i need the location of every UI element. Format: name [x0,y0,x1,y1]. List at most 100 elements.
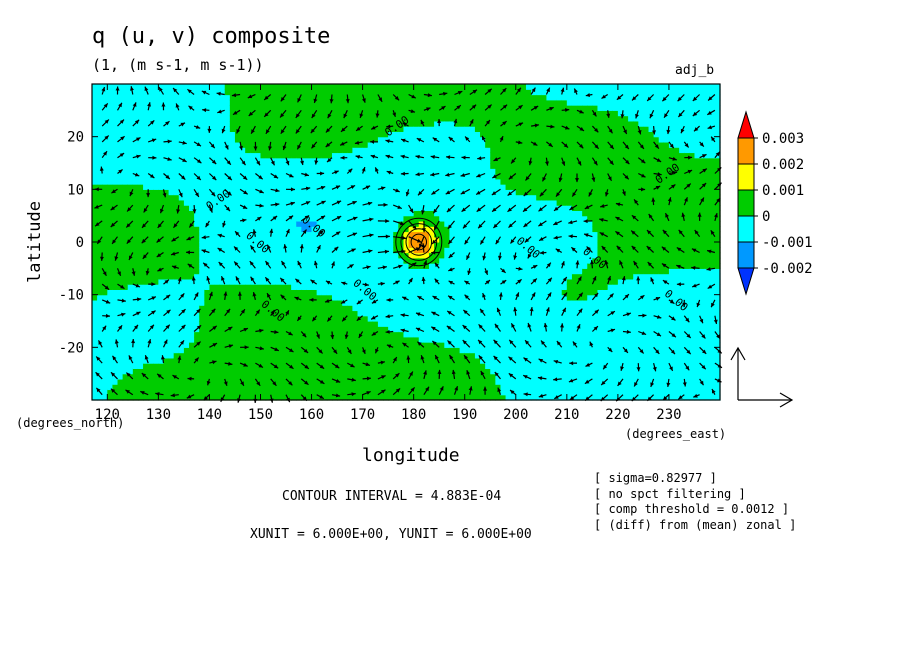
field-cell [326,194,333,201]
field-cell [464,173,471,180]
field-cell [291,131,297,138]
field-cell [163,84,170,90]
field-cell [117,289,124,296]
field-cell [408,305,415,312]
field-cell [444,268,450,275]
field-cell [403,173,410,180]
field-cell [301,189,308,196]
field-cell [383,89,389,96]
field-cell [250,315,256,322]
field-cell [428,273,435,280]
field-cell [137,278,144,285]
field-cell [316,273,323,280]
field-cell [163,152,170,159]
field-cell [97,120,103,127]
field-cell [316,299,323,306]
field-cell [168,326,175,333]
field-cell [204,131,211,138]
field-cell [357,384,364,391]
field-cell [204,357,211,364]
field-cell [444,394,450,401]
field-cell [306,247,313,254]
field-cell [204,305,211,312]
field-cell [245,331,251,338]
field-cell [163,178,170,185]
field-cell [510,89,517,96]
field-cell [255,310,262,317]
field-cell [326,363,333,369]
field-cell [306,199,313,206]
field-cell [163,263,170,269]
field-cell [117,278,124,285]
field-cell [326,136,333,143]
field-cell [97,136,103,143]
field-cell [92,157,98,164]
field-cell [260,226,267,233]
field-cell [168,215,175,222]
field-cell [495,263,502,269]
field-cell [306,141,313,148]
field-cell [464,84,471,90]
field-cell [173,236,180,243]
field-cell [413,268,420,275]
field-cell [500,368,507,375]
field-cell [331,210,338,217]
field-cell [148,147,154,154]
field-cell [209,226,216,233]
field-cell [423,289,430,296]
field-cell [209,215,216,222]
field-cell [97,310,103,317]
field-cell [352,163,359,169]
field-cell [132,231,139,238]
field-cell [183,94,190,101]
field-cell [469,141,476,148]
field-cell [260,257,267,264]
field-cell [321,336,328,343]
field-cell [398,141,405,148]
field-cell [474,378,481,385]
field-cell [500,184,507,190]
field-cell [117,131,124,138]
field-cell [434,394,440,401]
field-cell [250,231,256,238]
field-cell [168,136,175,143]
field-cell [357,178,364,185]
field-cell [194,120,200,127]
field-cell [464,321,471,327]
field-cell [372,373,379,380]
field-cell [255,278,262,285]
field-cell [388,115,394,122]
field-cell [117,105,124,111]
field-cell [137,215,144,222]
field-cell [219,184,226,190]
field-cell [383,268,389,275]
field-cell [122,184,129,190]
field-cell [413,189,420,196]
field-cell [372,105,379,111]
field-cell [352,131,359,138]
field-cell [464,352,471,359]
field-cell [469,147,476,154]
field-cell [240,84,246,90]
field-cell [148,331,154,338]
field-cell [137,152,144,159]
field-cell [117,147,124,154]
field-cell [347,231,353,238]
field-cell [418,378,425,385]
field-cell [219,110,226,117]
field-cell [418,284,425,290]
field-cell [505,89,512,96]
field-cell [219,357,226,364]
field-cell [173,178,180,185]
field-cell [280,89,287,96]
field-cell [127,120,134,127]
field-cell [168,99,175,106]
field-cell [474,168,481,175]
field-cell [398,115,405,122]
field-cell [117,368,124,375]
field-cell [301,252,308,259]
field-cell [178,178,185,185]
field-cell [403,205,410,211]
field-cell [372,352,379,359]
field-cell [275,189,282,196]
